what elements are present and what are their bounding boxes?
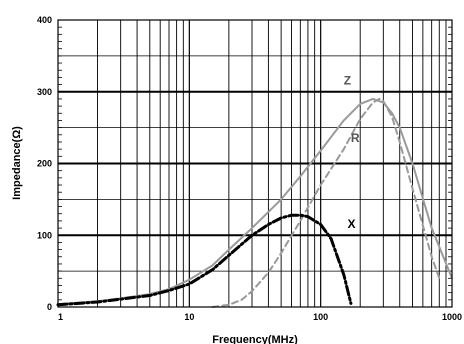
tick-labels: 1 10 100 1000 0 100 200 300 400 <box>37 15 462 322</box>
plot-frame <box>57 19 453 308</box>
x-tick-label: 100 <box>313 312 328 322</box>
y-tick-label: 100 <box>37 230 52 240</box>
x-axis-title: Frequency(MHz) <box>212 334 298 344</box>
series-x-line <box>56 213 353 307</box>
y-tick-label: 200 <box>37 159 52 169</box>
y-tick-label: 0 <box>47 302 52 312</box>
x-tick-label: 10 <box>184 312 194 322</box>
y-tick-label: 400 <box>37 15 52 25</box>
curve-label-z: Z <box>344 74 351 88</box>
curve-label-x: X <box>347 217 355 231</box>
y-axis-title: Impedance(Ω) <box>11 126 23 200</box>
series-r-line <box>211 97 441 308</box>
x-tick-label: 1000 <box>442 312 462 322</box>
curve-labels: Z R X <box>344 74 360 232</box>
curve-label-r: R <box>351 131 360 145</box>
x-tick-label: 1 <box>58 312 63 322</box>
y-tick-label: 300 <box>37 87 52 97</box>
data-series <box>56 97 453 308</box>
